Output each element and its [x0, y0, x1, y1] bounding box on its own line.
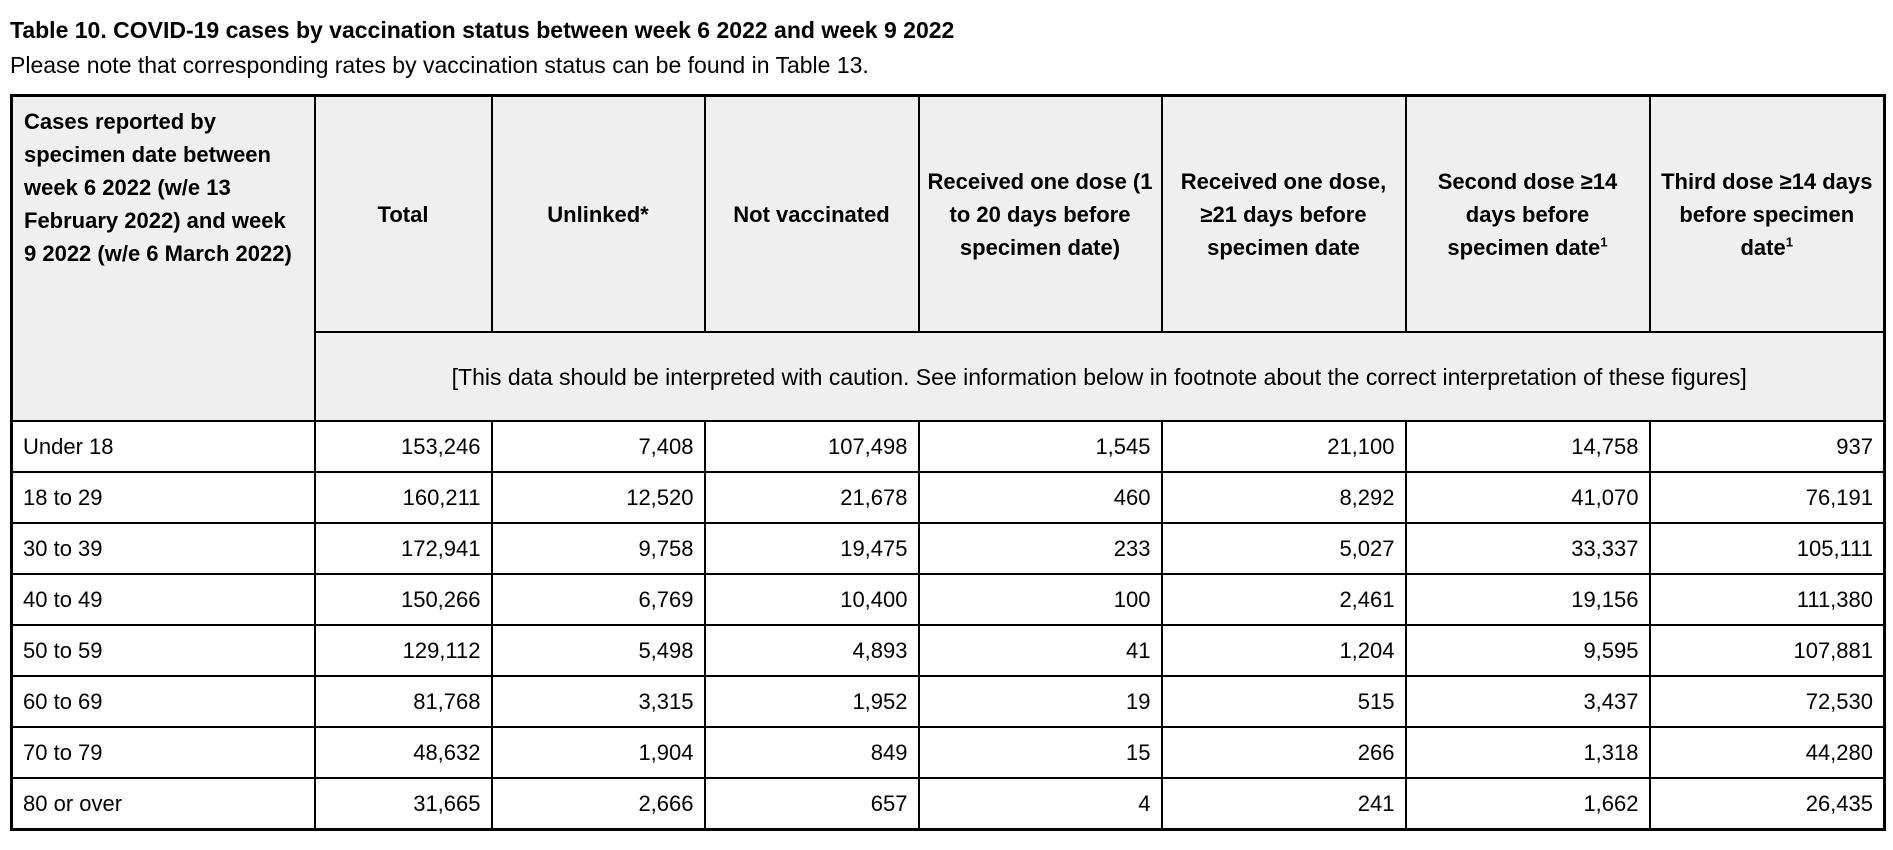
caution-row: [This data should be interpreted with ca… — [12, 331, 1886, 423]
column-header-one-dose-21-plus-days: Received one dose, ≥21 days before speci… — [1160, 94, 1407, 334]
data-cell: 5,027 — [1160, 522, 1407, 576]
row-label-cell: 18 to 29 — [10, 471, 316, 525]
column-header-third-dose: Third dose ≥14 days before specimen date… — [1648, 94, 1886, 334]
data-cell: 6,769 — [490, 573, 706, 627]
data-cell: 72,530 — [1648, 675, 1886, 729]
data-cell: 2,461 — [1160, 573, 1407, 627]
data-cell: 21,100 — [1160, 420, 1407, 474]
row-label-cell: Under 18 — [10, 420, 316, 474]
data-cell: 4,893 — [703, 624, 920, 678]
column-header-label: Third dose ≥14 days before specimen date — [1661, 168, 1873, 260]
column-header-label: Received one dose, ≥21 days before speci… — [1180, 168, 1387, 260]
data-cell: 15 — [917, 726, 1163, 780]
row-label-cell: 50 to 59 — [10, 624, 316, 678]
data-cell: 12,520 — [490, 471, 706, 525]
column-header-label: Not vaccinated — [733, 201, 890, 227]
data-cell: 9,758 — [490, 522, 706, 576]
table-row: 60 to 69 81,768 3,315 1,952 19 515 3,437… — [10, 675, 1886, 729]
column-header-one-dose-1-20-days: Received one dose (1 to 20 days before s… — [917, 94, 1163, 334]
data-cell: 107,498 — [703, 420, 920, 474]
data-cell: 107,881 — [1648, 624, 1886, 678]
data-cell: 266 — [1160, 726, 1407, 780]
data-cell: 31,665 — [313, 777, 493, 831]
data-cell: 48,632 — [313, 726, 493, 780]
data-cell: 233 — [917, 522, 1163, 576]
data-cell: 9,595 — [1404, 624, 1651, 678]
data-cell: 937 — [1648, 420, 1886, 474]
data-cell: 1,952 — [703, 675, 920, 729]
page-subtitle: Please note that corresponding rates by … — [10, 51, 869, 78]
data-cell: 153,246 — [313, 420, 493, 474]
data-cell: 150,266 — [313, 573, 493, 627]
data-cell: 41,070 — [1404, 471, 1651, 525]
column-header-not-vaccinated: Not vaccinated — [703, 94, 920, 334]
data-cell: 460 — [917, 471, 1163, 525]
data-cell: 172,941 — [313, 522, 493, 576]
column-header-label: Total — [377, 201, 429, 227]
column-header-label: Unlinked* — [547, 201, 649, 227]
data-cell: 849 — [703, 726, 920, 780]
row-label-cell: 40 to 49 — [10, 573, 316, 627]
data-cell: 44,280 — [1648, 726, 1886, 780]
footnote-marker: 1 — [1785, 234, 1794, 250]
row-header-cell: Cases reported by specimen date between … — [10, 94, 316, 423]
data-cell: 241 — [1160, 777, 1407, 831]
data-cell: 19,475 — [703, 522, 920, 576]
column-header-total: Total — [313, 94, 493, 334]
data-cell: 14,758 — [1404, 420, 1651, 474]
data-cell: 3,437 — [1404, 675, 1651, 729]
data-cell: 10,400 — [703, 573, 920, 627]
data-cell: 19,156 — [1404, 573, 1651, 627]
data-cell: 515 — [1160, 675, 1407, 729]
header-row: Cases reported by specimen date between … — [10, 94, 1886, 423]
row-label-cell: 70 to 79 — [10, 726, 316, 780]
data-cell: 8,292 — [1160, 471, 1407, 525]
table-row: 30 to 39 172,941 9,758 19,475 233 5,027 … — [10, 522, 1886, 576]
data-cell: 76,191 — [1648, 471, 1886, 525]
row-label-cell: 80 or over — [10, 777, 316, 831]
table-row: 40 to 49 150,266 6,769 10,400 100 2,461 … — [10, 573, 1886, 627]
data-cell: 100 — [917, 573, 1163, 627]
column-header-second-dose: Second dose ≥14 days before specimen dat… — [1404, 94, 1651, 334]
page-title: Table 10. COVID-19 cases by vaccination … — [10, 17, 955, 43]
data-cell: 1,662 — [1404, 777, 1651, 831]
data-cell: 1,204 — [1160, 624, 1407, 678]
data-cell: 129,112 — [313, 624, 493, 678]
data-cell: 21,678 — [703, 471, 920, 525]
table-row: 50 to 59 129,112 5,498 4,893 41 1,204 9,… — [10, 624, 1886, 678]
data-cell: 5,498 — [490, 624, 706, 678]
data-cell: 33,337 — [1404, 522, 1651, 576]
column-header-unlinked: Unlinked* — [490, 94, 706, 334]
data-cell: 26,435 — [1648, 777, 1886, 831]
data-cell: 105,111 — [1648, 522, 1886, 576]
data-cell: 657 — [703, 777, 920, 831]
column-header-label: Received one dose (1 to 20 days before s… — [927, 168, 1153, 260]
data-cell: 2,666 — [490, 777, 706, 831]
table-row: Under 18 153,246 7,408 107,498 1,545 21,… — [10, 420, 1886, 474]
data-cell: 81,768 — [313, 675, 493, 729]
data-cell: 111,380 — [1648, 573, 1886, 627]
data-cell: 1,545 — [917, 420, 1163, 474]
data-cell: 160,211 — [313, 471, 493, 525]
data-cell: 3,315 — [490, 675, 706, 729]
table-row: 80 or over 31,665 2,666 657 4 241 1,662 … — [10, 777, 1886, 831]
footnote-marker: 1 — [1600, 234, 1608, 250]
caution-note-cell: [This data should be interpreted with ca… — [313, 331, 1886, 423]
data-cell: 4 — [917, 777, 1163, 831]
data-cell: 1,904 — [490, 726, 706, 780]
data-cell: 19 — [917, 675, 1163, 729]
row-label-cell: 60 to 69 — [10, 675, 316, 729]
data-cell: 1,318 — [1404, 726, 1651, 780]
data-cell: 7,408 — [490, 420, 706, 474]
column-header-label: Second dose ≥14 days before specimen dat… — [1437, 168, 1618, 260]
data-cell: 41 — [917, 624, 1163, 678]
table-row: 18 to 29 160,211 12,520 21,678 460 8,292… — [10, 471, 1886, 525]
covid-cases-by-vaccination-status-table: Cases reported by specimen date between … — [10, 93, 1886, 831]
table-row: 70 to 79 48,632 1,904 849 15 266 1,318 4… — [10, 726, 1886, 780]
row-label-cell: 30 to 39 — [10, 522, 316, 576]
